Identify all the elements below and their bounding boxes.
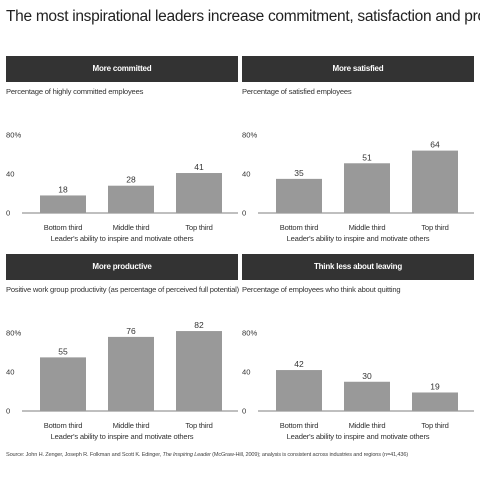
bar	[108, 336, 154, 411]
bar	[276, 178, 322, 213]
data-label: 42	[294, 359, 304, 369]
source-note: Source: John H. Zenger, Joseph R. Folkma…	[6, 452, 476, 458]
data-label: 82	[194, 320, 204, 330]
panel-more-committed: More committed Percentage of highly comm…	[6, 56, 238, 246]
data-label: 30	[362, 371, 372, 381]
bar	[412, 150, 458, 213]
x-axis-label: Leader's ability to inspire and motivate…	[286, 234, 430, 243]
x-axis-label: Leader's ability to inspire and motivate…	[50, 432, 194, 441]
x-tick-label: Top third	[421, 421, 449, 430]
panel-more-productive: More productive Positive work group prod…	[6, 254, 239, 444]
bar	[176, 331, 222, 411]
x-tick-label: Middle third	[112, 223, 150, 232]
panel-header: More committed	[6, 56, 238, 82]
bar	[412, 392, 458, 411]
y-tick-label: 40	[6, 368, 14, 377]
x-tick-label: Top third	[421, 223, 449, 232]
x-tick-label: Top third	[185, 223, 213, 232]
bar	[276, 370, 322, 411]
source-prefix: Source: John H. Zenger, Joseph R. Folkma…	[6, 452, 163, 458]
y-tick-label: 40	[242, 368, 250, 377]
data-label: 19	[430, 381, 440, 391]
x-tick-label: Bottom third	[279, 421, 319, 430]
bar	[40, 357, 86, 411]
data-label: 64	[430, 140, 440, 150]
y-tick-label: 80%	[242, 131, 257, 140]
panel-more-satisfied: More satisfied Percentage of satisfied e…	[242, 56, 474, 246]
y-tick-label: 0	[242, 209, 246, 218]
bar	[344, 381, 390, 411]
x-axis-label: Leader's ability to inspire and motivate…	[50, 234, 194, 243]
bar-chart: 80% 40 0 35 51 64	[242, 131, 474, 218]
panel-header: More satisfied	[242, 56, 474, 82]
x-tick-label: Top third	[185, 421, 213, 430]
data-label: 55	[58, 346, 68, 356]
source-book: The Inspiring Leader	[162, 452, 211, 458]
x-tick-label: Bottom third	[43, 223, 83, 232]
panel-subtitle: Percentage of employees who think about …	[242, 285, 401, 294]
bar	[344, 163, 390, 213]
y-tick-label: 40	[6, 170, 14, 179]
x-tick-label: Bottom third	[43, 421, 83, 430]
bar-chart: 80% 40 0 18 28 41	[6, 131, 238, 218]
panel-header: Think less about leaving	[242, 254, 474, 280]
bar-chart: 80% 40 0 42 30 19	[242, 329, 474, 416]
panel-header: More productive	[6, 254, 238, 280]
x-tick-label: Middle third	[348, 421, 386, 430]
y-tick-label: 80%	[6, 329, 21, 338]
data-label: 28	[126, 175, 136, 185]
data-label: 51	[362, 152, 372, 162]
bar-chart: 80% 40 0 55 76 82	[6, 320, 238, 416]
panel-think-less-about-leaving: Think less about leaving Percentage of e…	[242, 254, 474, 444]
data-label: 41	[194, 162, 204, 172]
bar	[40, 195, 86, 213]
bar	[176, 173, 222, 213]
panel-subtitle: Positive work group productivity (as per…	[6, 285, 239, 294]
panel-subtitle: Percentage of satisfied employees	[242, 87, 352, 96]
x-tick-label: Bottom third	[279, 223, 319, 232]
x-tick-label: Middle third	[348, 223, 386, 232]
x-tick-label: Middle third	[112, 421, 150, 430]
y-tick-label: 40	[242, 170, 250, 179]
source-suffix: (McGraw-Hill, 2009); analysis is consist…	[210, 452, 409, 458]
data-label: 35	[294, 168, 304, 178]
panel-subtitle: Percentage of highly committed employees	[6, 87, 144, 96]
y-tick-label: 80%	[6, 131, 21, 140]
data-label: 76	[126, 326, 136, 336]
y-tick-label: 0	[6, 209, 10, 218]
bar	[108, 185, 154, 213]
y-tick-label: 80%	[242, 329, 257, 338]
x-axis-label: Leader's ability to inspire and motivate…	[286, 432, 430, 441]
y-tick-label: 0	[6, 407, 10, 416]
data-label: 18	[58, 184, 68, 194]
page-title: The most inspirational leaders increase …	[6, 8, 480, 25]
y-tick-label: 0	[242, 407, 246, 416]
